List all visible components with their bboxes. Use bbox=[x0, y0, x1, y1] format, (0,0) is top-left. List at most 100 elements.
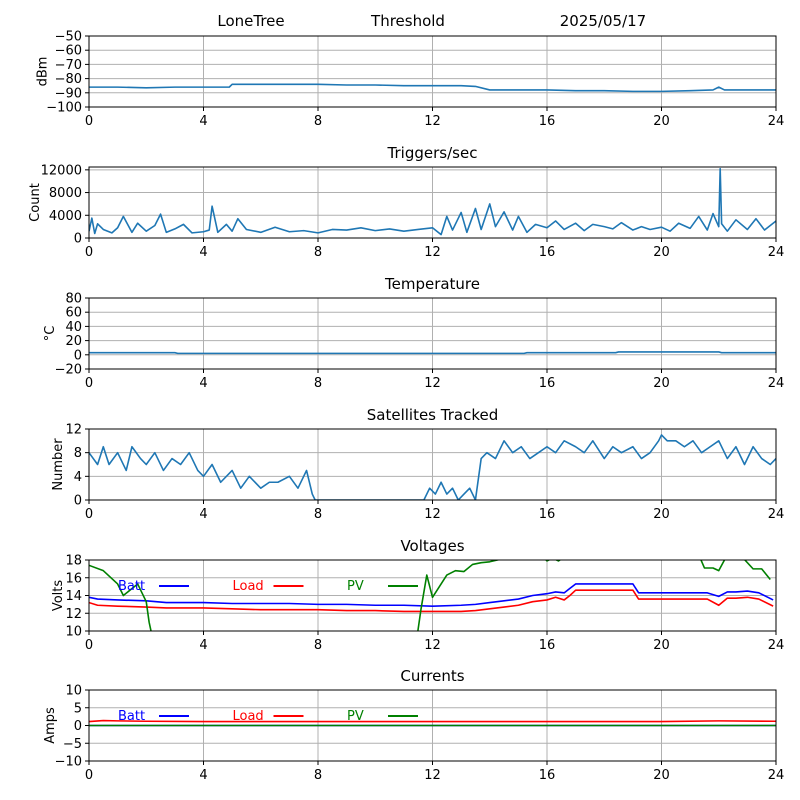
x-tick-label: 0 bbox=[85, 376, 93, 391]
y-tick-label: 4 bbox=[74, 470, 82, 485]
y-tick-label: 0 bbox=[74, 719, 82, 734]
x-tick-label: 24 bbox=[768, 376, 785, 391]
x-tick-label: 16 bbox=[539, 638, 556, 653]
y-tick-label: −90 bbox=[55, 86, 82, 101]
x-tick-label: 24 bbox=[768, 768, 785, 783]
legend-label-pv: PV bbox=[347, 579, 364, 594]
x-tick-label: 16 bbox=[539, 114, 556, 129]
y-tick-label: 5 bbox=[74, 701, 82, 716]
x-tick-label: 4 bbox=[199, 245, 207, 260]
chart-title: Voltages bbox=[400, 537, 464, 555]
x-tick-label: 8 bbox=[314, 507, 322, 522]
x-tick-label: 8 bbox=[314, 638, 322, 653]
y-tick-label: 12000 bbox=[41, 163, 82, 178]
y-axis-label: Count bbox=[28, 183, 43, 222]
x-tick-label: 0 bbox=[85, 507, 93, 522]
y-tick-label: −70 bbox=[55, 58, 82, 73]
y-axis-label: Volts bbox=[51, 580, 66, 612]
date-label: 2025/05/17 bbox=[560, 12, 646, 30]
y-tick-label: −10 bbox=[55, 755, 82, 770]
x-tick-label: 8 bbox=[314, 114, 322, 129]
y-tick-label: −5 bbox=[63, 737, 82, 752]
x-tick-label: 12 bbox=[424, 768, 441, 783]
x-tick-label: 4 bbox=[199, 768, 207, 783]
x-tick-label: 4 bbox=[199, 114, 207, 129]
chart-panel-triggers: 0 4 8 12 16 20 24 0 4000 8000 12000 Triggers/sec Cou… bbox=[28, 144, 784, 260]
series-group bbox=[89, 434, 776, 500]
chart-panel-signal: 0 4 8 12 16 20 24 −100−90−80−70−60−50 dBm bbox=[36, 30, 785, 130]
x-tick-label: 0 bbox=[85, 245, 93, 260]
series-line bbox=[89, 167, 776, 236]
y-tick-label: −100 bbox=[46, 101, 82, 116]
y-tick-label: 10 bbox=[65, 625, 82, 640]
x-tick-label: 16 bbox=[539, 245, 556, 260]
chart-title: Satellites Tracked bbox=[367, 406, 498, 424]
x-tick-label: 20 bbox=[653, 507, 670, 522]
x-tick-label: 16 bbox=[539, 768, 556, 783]
series-line-load bbox=[89, 719, 776, 723]
y-tick-label: 8 bbox=[74, 446, 82, 461]
series-group bbox=[89, 167, 776, 236]
y-tick-label: 20 bbox=[65, 334, 82, 349]
x-tick-label: 4 bbox=[199, 376, 207, 391]
x-tick-label: 8 bbox=[314, 245, 322, 260]
series-group bbox=[89, 83, 776, 93]
y-tick-label: 8000 bbox=[49, 186, 82, 201]
x-tick-label: 20 bbox=[653, 638, 670, 653]
chart-title: Triggers/sec bbox=[387, 144, 478, 162]
y-tick-label: −20 bbox=[55, 363, 82, 378]
x-tick-label: 12 bbox=[424, 638, 441, 653]
y-tick-label: 12 bbox=[65, 607, 82, 622]
series-line bbox=[89, 434, 776, 500]
series-line-pv bbox=[417, 560, 501, 631]
y-tick-label: 4000 bbox=[49, 209, 82, 224]
x-tick-label: 24 bbox=[768, 507, 785, 522]
x-tick-label: 24 bbox=[768, 245, 785, 260]
series-line-load bbox=[89, 589, 774, 613]
series-line bbox=[89, 83, 776, 93]
x-tick-label: 20 bbox=[653, 768, 670, 783]
x-tick-label: 20 bbox=[653, 245, 670, 260]
y-tick-label: −50 bbox=[55, 30, 82, 45]
mode-label: Threshold bbox=[370, 12, 445, 30]
chart-title: Currents bbox=[400, 667, 464, 685]
y-tick-label: 80 bbox=[65, 292, 82, 307]
series-group bbox=[89, 351, 776, 355]
y-tick-label: 0 bbox=[74, 348, 82, 363]
y-tick-label: 18 bbox=[65, 554, 82, 569]
series-line-batt bbox=[89, 583, 774, 607]
x-tick-label: 4 bbox=[199, 638, 207, 653]
x-tick-label: 20 bbox=[653, 376, 670, 391]
x-tick-label: 24 bbox=[768, 114, 785, 129]
x-tick-label: 8 bbox=[314, 376, 322, 391]
legend-label-pv: PV bbox=[347, 709, 364, 724]
y-tick-label: 14 bbox=[65, 589, 82, 604]
x-tick-label: 0 bbox=[85, 638, 93, 653]
x-tick-label: 0 bbox=[85, 768, 93, 783]
y-tick-label: 0 bbox=[74, 494, 82, 509]
y-tick-label: 40 bbox=[65, 320, 82, 335]
x-tick-label: 12 bbox=[424, 507, 441, 522]
x-tick-label: 16 bbox=[539, 376, 556, 391]
x-tick-label: 24 bbox=[768, 638, 785, 653]
y-axis-label: dBm bbox=[36, 57, 51, 87]
y-axis-label: Number bbox=[51, 438, 66, 491]
x-tick-label: 16 bbox=[539, 507, 556, 522]
series-line-pv bbox=[700, 560, 771, 581]
legend-label-batt: Batt bbox=[118, 579, 145, 594]
series-group bbox=[89, 719, 776, 727]
y-tick-label: 0 bbox=[74, 232, 82, 247]
y-tick-label: −80 bbox=[55, 72, 82, 87]
station-name: LoneTree bbox=[217, 12, 284, 30]
y-tick-label: 16 bbox=[65, 571, 82, 586]
y-axis-label: Amps bbox=[43, 707, 58, 744]
y-tick-label: 10 bbox=[65, 684, 82, 699]
chart-panel-voltages: 0 4 8 12 16 20 24 10 12 14 16 18 Voltages Volts Batt Lo… bbox=[51, 537, 784, 653]
y-tick-label: 60 bbox=[65, 306, 82, 321]
chart-title: Temperature bbox=[384, 275, 480, 293]
series-group bbox=[89, 560, 774, 631]
legend-label-load: Load bbox=[233, 709, 264, 724]
